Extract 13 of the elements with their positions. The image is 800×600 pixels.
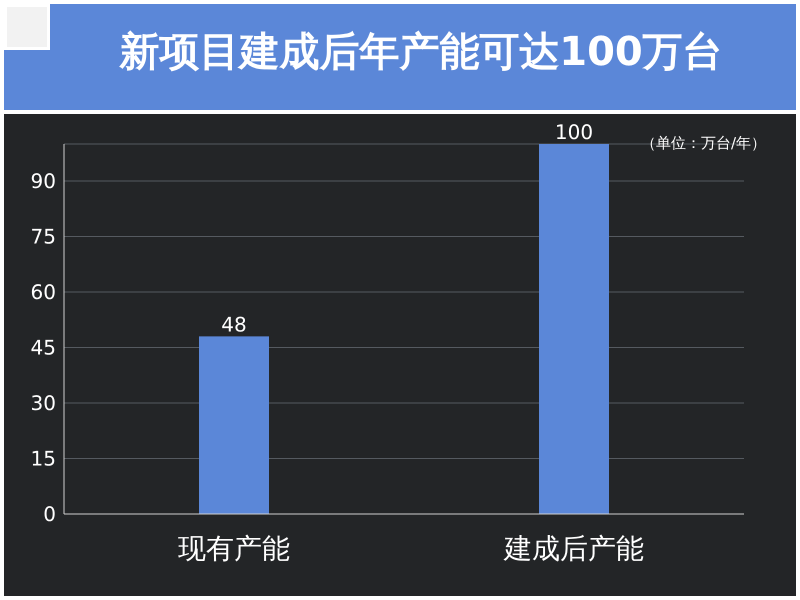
data-label: 48 (221, 312, 247, 336)
data-label: 100 (554, 120, 594, 144)
y-tick-label: 0 (43, 502, 56, 526)
annotation: （单位：万台/年） (640, 134, 766, 153)
x-tick-label: 现有产能 (178, 532, 290, 565)
x-tick-label: 建成后产能 (503, 532, 644, 565)
y-tick-label: 30 (30, 391, 56, 416)
chart-title: 新项目建成后年产能可达100万台 (118, 28, 724, 77)
y-tick-label: 90 (30, 169, 56, 194)
y-tick-label: 60 (30, 280, 56, 304)
y-tick-label: 75 (30, 224, 56, 249)
y-tick-label: 45 (30, 336, 56, 360)
y-tick-label: 15 (30, 446, 56, 471)
